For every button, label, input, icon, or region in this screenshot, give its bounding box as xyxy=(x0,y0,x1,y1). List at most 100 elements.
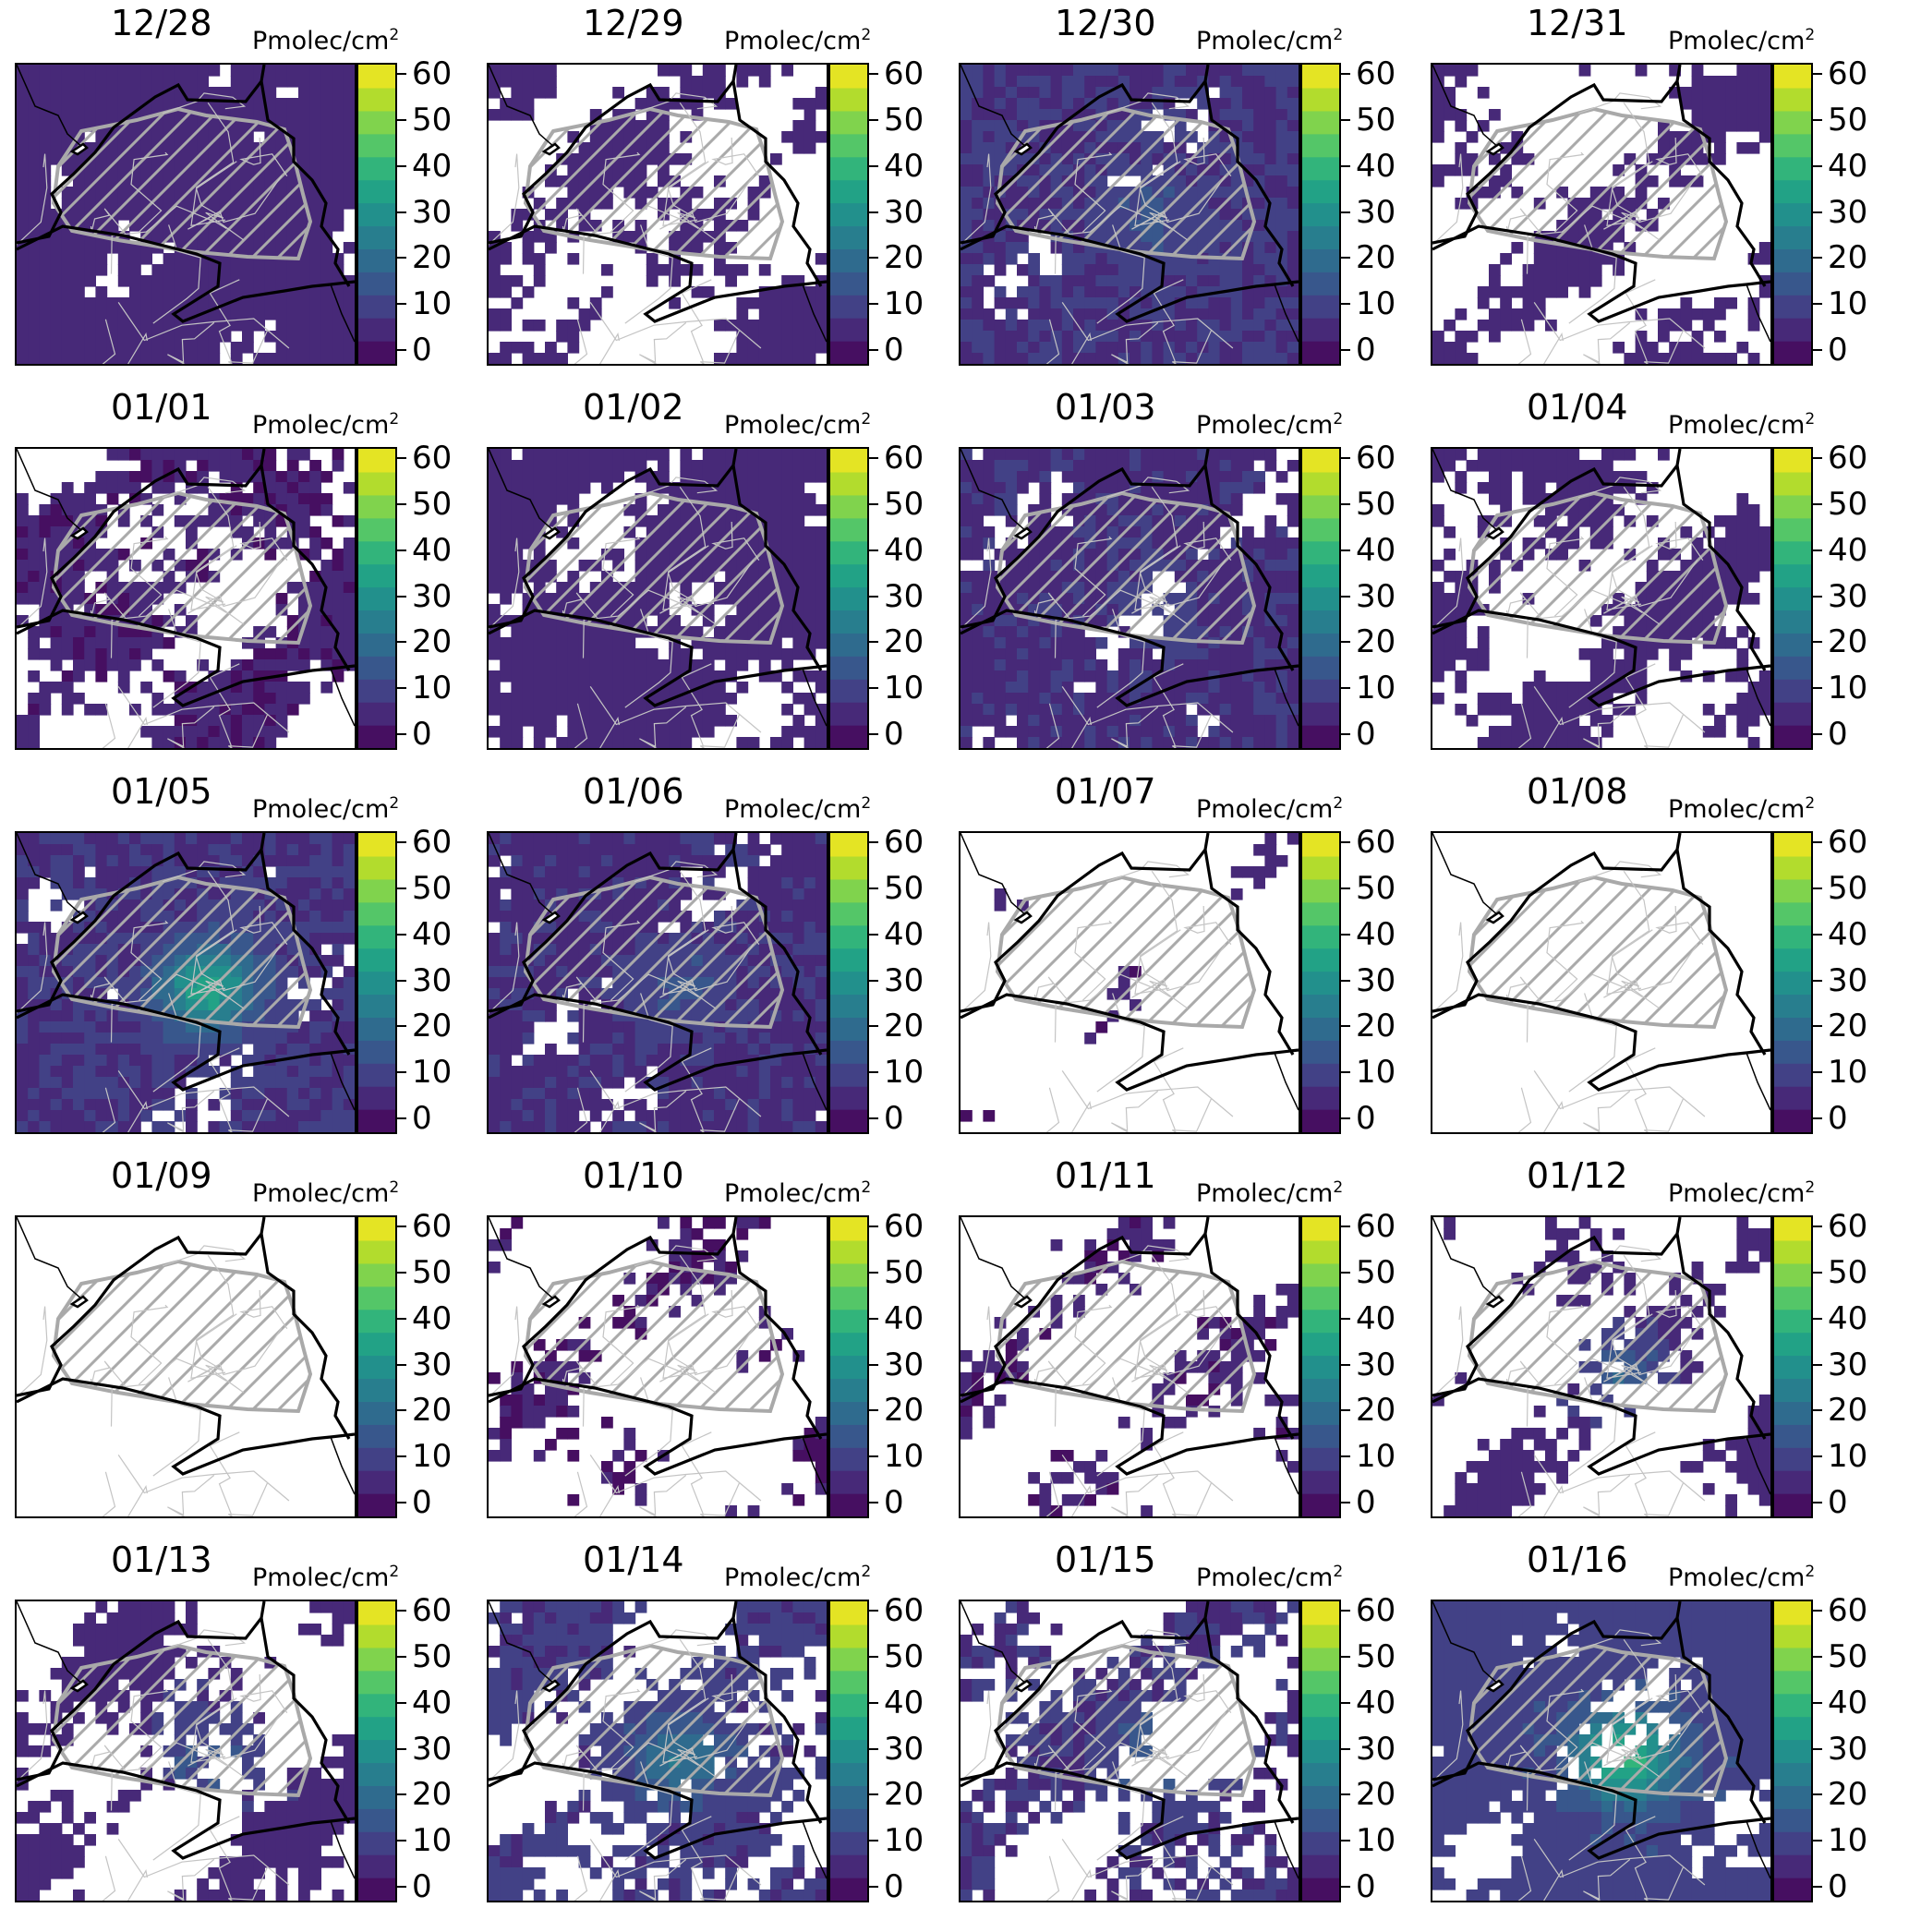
heatmap-cell xyxy=(264,648,277,660)
heatmap-cell xyxy=(1758,253,1770,265)
heatmap-cell xyxy=(264,844,277,856)
heatmap-cell xyxy=(61,76,74,88)
heatmap-cell xyxy=(1084,320,1096,332)
heatmap-cell xyxy=(578,693,591,705)
region-outline xyxy=(523,490,785,646)
heatmap-cell xyxy=(1039,537,1052,549)
heatmap-cell xyxy=(309,142,321,154)
heatmap-cell xyxy=(1669,593,1681,605)
heatmap-cell xyxy=(983,604,996,616)
heatmap-cell xyxy=(792,726,805,738)
heatmap-cell xyxy=(1758,131,1770,143)
heatmap-cell xyxy=(1095,615,1108,627)
colorbar-tick xyxy=(1813,502,1822,505)
heatmap-cell xyxy=(1073,726,1085,738)
heatmap-cell xyxy=(1208,76,1221,88)
heatmap-cell xyxy=(1039,637,1052,649)
heatmap-cell xyxy=(601,460,613,472)
heatmap-cell xyxy=(219,242,232,254)
heatmap-cell xyxy=(1219,109,1232,121)
colorbar-segment xyxy=(1774,517,1811,542)
heatmap-cell xyxy=(1242,648,1254,660)
heatmap-cell xyxy=(17,308,29,320)
heatmap-cell xyxy=(320,342,333,354)
heatmap-cell xyxy=(781,353,793,364)
border-line xyxy=(1675,465,1767,671)
colorbar-segment xyxy=(1302,586,1339,611)
heatmap-cell xyxy=(17,342,29,354)
heatmap-cell xyxy=(1489,726,1501,738)
colorbar-segment xyxy=(1302,248,1339,272)
heatmap-cell xyxy=(792,471,805,483)
heatmap-cell xyxy=(815,549,827,561)
heatmap-cell xyxy=(1242,460,1254,472)
heatmap-cell xyxy=(186,286,198,298)
heatmap-cell xyxy=(533,637,546,649)
heatmap-cell xyxy=(1253,471,1265,483)
heatmap-cell xyxy=(1197,704,1209,716)
heatmap-cell xyxy=(634,648,647,660)
heatmap-cell xyxy=(1275,131,1288,143)
heatmap-cell xyxy=(1073,482,1085,494)
heatmap-cell xyxy=(1208,471,1221,483)
heatmap-cell xyxy=(1130,331,1142,343)
heatmap-cell xyxy=(601,120,613,132)
heatmap-cell xyxy=(1253,142,1265,154)
heatmap-cell xyxy=(1287,537,1299,549)
heatmap-cell xyxy=(230,286,243,298)
heatmap-cell xyxy=(1613,593,1625,605)
heatmap-cell xyxy=(589,187,602,199)
heatmap-cell xyxy=(578,308,591,320)
heatmap-cell xyxy=(1455,449,1468,461)
heatmap-cell xyxy=(634,593,647,605)
heatmap-cell xyxy=(28,320,40,332)
heatmap-cell xyxy=(972,704,984,716)
heatmap-cell xyxy=(1500,286,1512,298)
heatmap-cell xyxy=(511,737,524,748)
heatmap-cell xyxy=(961,131,973,143)
border-line xyxy=(17,449,84,533)
heatmap-cell xyxy=(1130,142,1142,154)
heatmap-cell xyxy=(983,142,996,154)
heatmap-cell xyxy=(1275,537,1288,549)
heatmap-cell xyxy=(332,571,344,583)
heatmap-cell xyxy=(1219,242,1232,254)
heatmap-cell xyxy=(1635,648,1648,660)
heatmap-cell xyxy=(1130,737,1142,748)
heatmap-cell xyxy=(994,242,1007,254)
heatmap-cell xyxy=(1084,637,1096,649)
heatmap-cell xyxy=(39,331,52,343)
heatmap-cell xyxy=(1061,342,1074,354)
heatmap-cell xyxy=(612,153,624,165)
heatmap-cell xyxy=(658,120,670,132)
heatmap-cell xyxy=(612,648,624,660)
heatmap-cell xyxy=(1545,737,1557,748)
heatmap-cell xyxy=(961,187,973,199)
heatmap-cell xyxy=(522,526,535,538)
heatmap-cell xyxy=(230,704,243,716)
heatmap-cell xyxy=(253,682,265,694)
colorbar-tick xyxy=(397,211,406,213)
colorbar-segment xyxy=(830,449,867,473)
heatmap-cell xyxy=(50,526,63,538)
heatmap-cell xyxy=(1017,153,1029,165)
heatmap-cell xyxy=(1197,659,1209,671)
heatmap-cell xyxy=(1230,120,1243,132)
heatmap-cell xyxy=(758,493,771,505)
heatmap-cell xyxy=(1163,264,1176,276)
heatmap-cell xyxy=(545,76,557,88)
heatmap-cell xyxy=(298,342,310,354)
heatmap-cell xyxy=(1253,286,1265,298)
heatmap-cell xyxy=(163,353,175,364)
heatmap-cell xyxy=(253,264,265,276)
colorbar-tick xyxy=(1341,457,1350,459)
heatmap-cell xyxy=(1039,460,1052,472)
heatmap-cell xyxy=(61,253,74,265)
heatmap-cell xyxy=(1106,264,1119,276)
heatmap-cell xyxy=(1017,353,1029,364)
colorbar-tick xyxy=(397,303,406,306)
heatmap-cell xyxy=(17,504,29,516)
heatmap-cell xyxy=(1578,209,1591,221)
heatmap-cell xyxy=(1264,65,1277,77)
heatmap-cell xyxy=(545,482,557,494)
